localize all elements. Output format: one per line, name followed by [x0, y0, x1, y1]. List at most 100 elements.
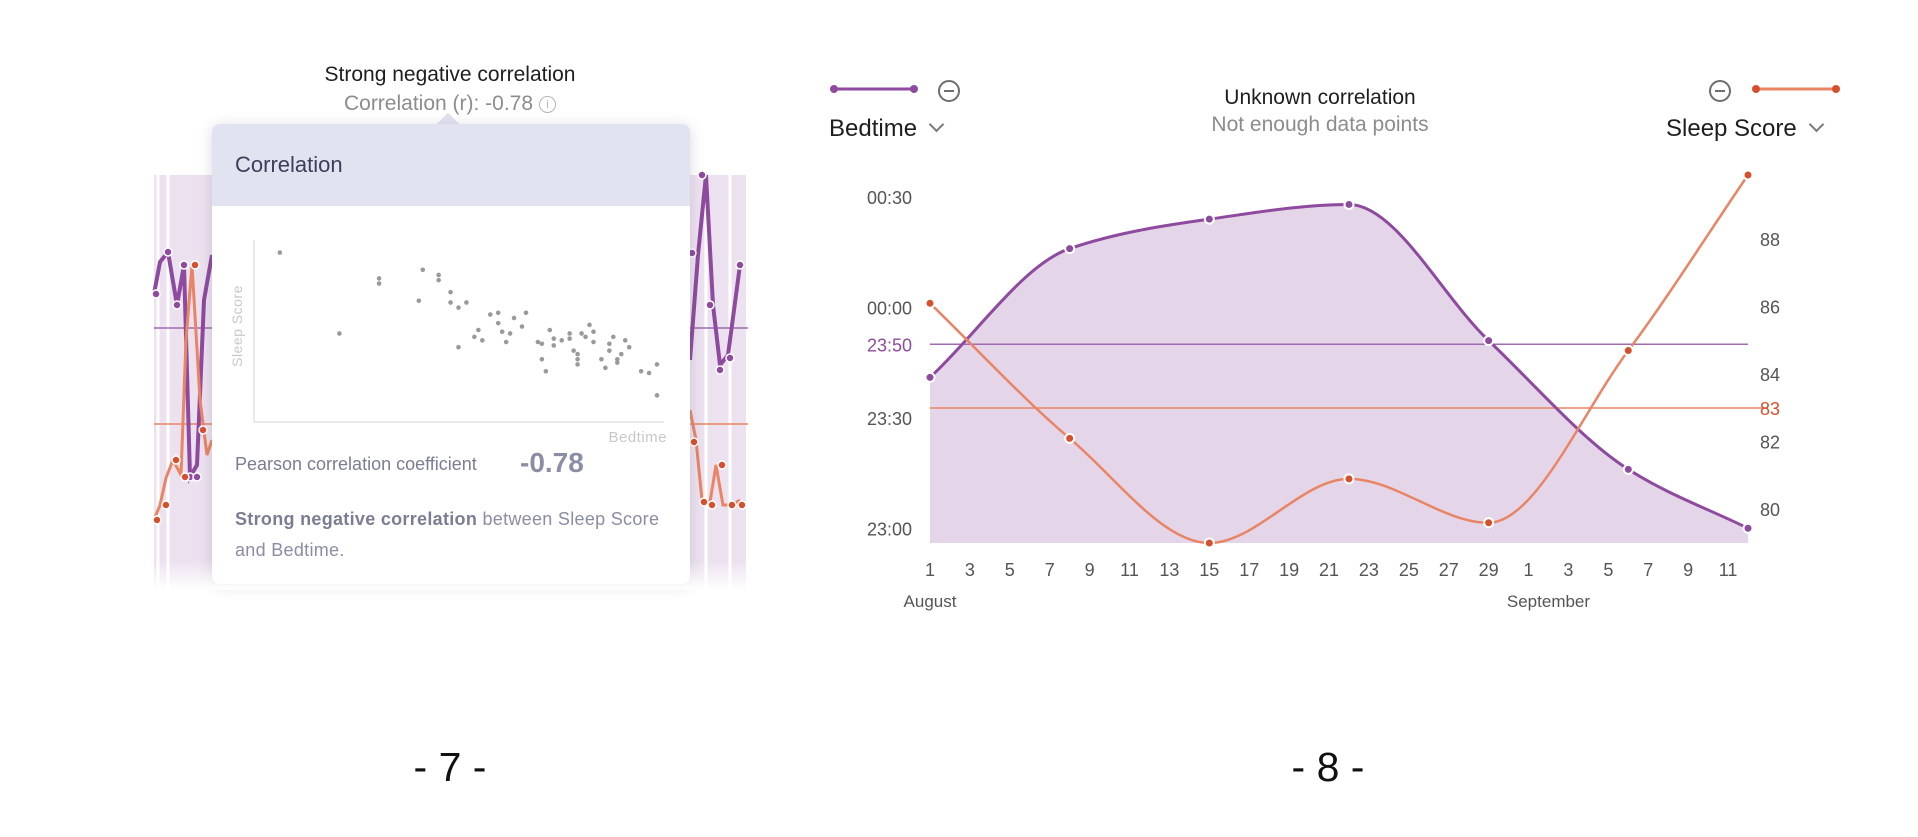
correlation-strength: Strong negative correlation — [235, 509, 478, 529]
sleep-score-point[interactable] — [1622, 345, 1634, 357]
scatter-point — [448, 300, 453, 305]
scatter-point — [416, 298, 422, 304]
sleep-score-point[interactable] — [1343, 473, 1355, 485]
x-tick-label: 7 — [1045, 560, 1055, 580]
x-tick-label: 5 — [1603, 560, 1613, 580]
x-tick-label: 29 — [1479, 560, 1499, 580]
scatter-point — [476, 327, 481, 333]
y-right-tick-label: 80 — [1760, 500, 1780, 520]
sleep-score-selector[interactable]: Sleep Score — [1666, 115, 1825, 143]
scatter-point — [575, 362, 580, 367]
scatter-point — [638, 368, 644, 374]
y-left-tick-label: 23:00 — [867, 519, 912, 539]
bedtime-point[interactable] — [1622, 463, 1634, 475]
bedtime-selector[interactable]: Bedtime — [829, 115, 945, 143]
x-axis-month-labels: August September — [904, 592, 1591, 611]
x-tick-label: 15 — [1199, 560, 1219, 580]
correlation-scatter-plot: Sleep Score Bedtime — [229, 240, 667, 446]
x-tick-label: 1 — [1524, 560, 1534, 580]
bedtime-legend-swatch — [830, 85, 918, 93]
scatter-point — [547, 327, 553, 333]
pearson-coefficient-label: Pearson correlation coefficient — [235, 454, 477, 474]
x-tick-label: 9 — [1683, 560, 1693, 580]
sleep-score-point[interactable] — [924, 297, 936, 309]
y-left-tick-label: 23:30 — [867, 409, 912, 429]
scatter-point — [277, 250, 283, 255]
scatter-point — [591, 339, 596, 345]
sleep-score-point[interactable] — [1483, 517, 1495, 529]
scatter-point — [480, 338, 485, 343]
info-icon[interactable]: i — [539, 96, 557, 113]
scatter-point — [626, 344, 632, 350]
x-tick-label: 5 — [1005, 560, 1015, 580]
scatter-point — [495, 320, 501, 326]
sleep-score-point[interactable] — [1064, 432, 1076, 444]
bedtime-point[interactable] — [1742, 522, 1754, 534]
bedtime-points — [924, 198, 1754, 534]
panel7-title: Strong negative correlation — [324, 63, 576, 86]
bedtime-area — [930, 204, 1748, 543]
bedtime-point[interactable] — [1483, 335, 1495, 347]
scatter-point — [436, 277, 441, 283]
scatter-point — [499, 329, 505, 335]
scatter-point — [420, 267, 426, 273]
scatter-point — [523, 310, 529, 316]
bedtime-point[interactable] — [1203, 213, 1215, 225]
scatter-point — [583, 334, 588, 340]
month-label: August — [904, 592, 957, 611]
page-number-8: - 8 - — [1291, 744, 1365, 790]
bedtime-point[interactable] — [924, 371, 936, 383]
scatter-point — [539, 356, 545, 362]
scatter-point — [615, 356, 620, 362]
scatter-point — [448, 289, 453, 295]
x-tick-label: 21 — [1319, 560, 1339, 580]
scatter-point — [571, 348, 576, 353]
bedtime-point[interactable] — [1343, 198, 1355, 210]
bedtime-selector-label: Bedtime — [829, 115, 918, 142]
correlation-tooltip: Correlation Sleep Score Bedtime Pearson … — [212, 124, 690, 584]
y-right-tick-label: 84 — [1760, 365, 1780, 385]
scatter-point — [376, 281, 382, 286]
scatter-point — [654, 362, 660, 367]
scatter-point — [487, 312, 493, 317]
scatter-point — [539, 341, 545, 347]
scatter-point — [654, 393, 660, 398]
sleep-score-selector-label: Sleep Score — [1666, 115, 1797, 142]
correlation-description: Strong negative correlation between Slee… — [235, 504, 675, 566]
scatter-point — [591, 329, 596, 335]
scatter-point — [464, 300, 469, 305]
sleep-score-point[interactable] — [1742, 169, 1754, 181]
scatter-x-axis-label: Bedtime — [608, 429, 667, 446]
x-tick-label: 23 — [1359, 560, 1379, 580]
scatter-point — [615, 360, 620, 365]
sleep-score-average-label: 83 — [1760, 399, 1780, 419]
bedtime-point[interactable] — [1064, 243, 1076, 255]
y-right-tick-label: 86 — [1760, 298, 1780, 318]
x-tick-label: 9 — [1085, 560, 1095, 580]
scatter-point — [535, 339, 541, 345]
x-tick-label: 11 — [1719, 560, 1738, 580]
y-left-tick-labels: 00:30 00:00 23:30 23:00 23:50 — [867, 188, 912, 539]
scatter-point — [646, 370, 652, 376]
scatter-point — [472, 334, 477, 340]
x-tick-label: 11 — [1120, 560, 1139, 580]
scatter-point — [551, 343, 557, 348]
scatter-point — [507, 331, 513, 336]
scatter-points — [277, 250, 660, 398]
scatter-point — [436, 272, 441, 278]
tooltip-header — [212, 124, 690, 206]
bedtime-sleep-line-chart: 1 3 5 7 9 11 13 15 17 19 21 23 25 27 29 1 3 5 7 9 11 August S… — [867, 169, 1780, 611]
sleep-score-point[interactable] — [1203, 537, 1215, 549]
remove-bedtime-button[interactable] — [938, 80, 960, 102]
y-right-tick-label: 82 — [1760, 433, 1780, 453]
scatter-point — [567, 331, 572, 336]
page-number-7: - 7 - — [413, 744, 487, 790]
y-left-tick-label: 00:00 — [867, 298, 912, 318]
scatter-point — [603, 365, 608, 371]
y-right-tick-labels: 88 86 84 82 80 83 — [1760, 230, 1780, 520]
tooltip-title: Correlation — [235, 152, 343, 177]
remove-sleep-score-button[interactable] — [1709, 80, 1731, 102]
x-tick-label: 7 — [1643, 560, 1653, 580]
scatter-point — [337, 331, 342, 336]
scatter-point — [376, 276, 382, 281]
